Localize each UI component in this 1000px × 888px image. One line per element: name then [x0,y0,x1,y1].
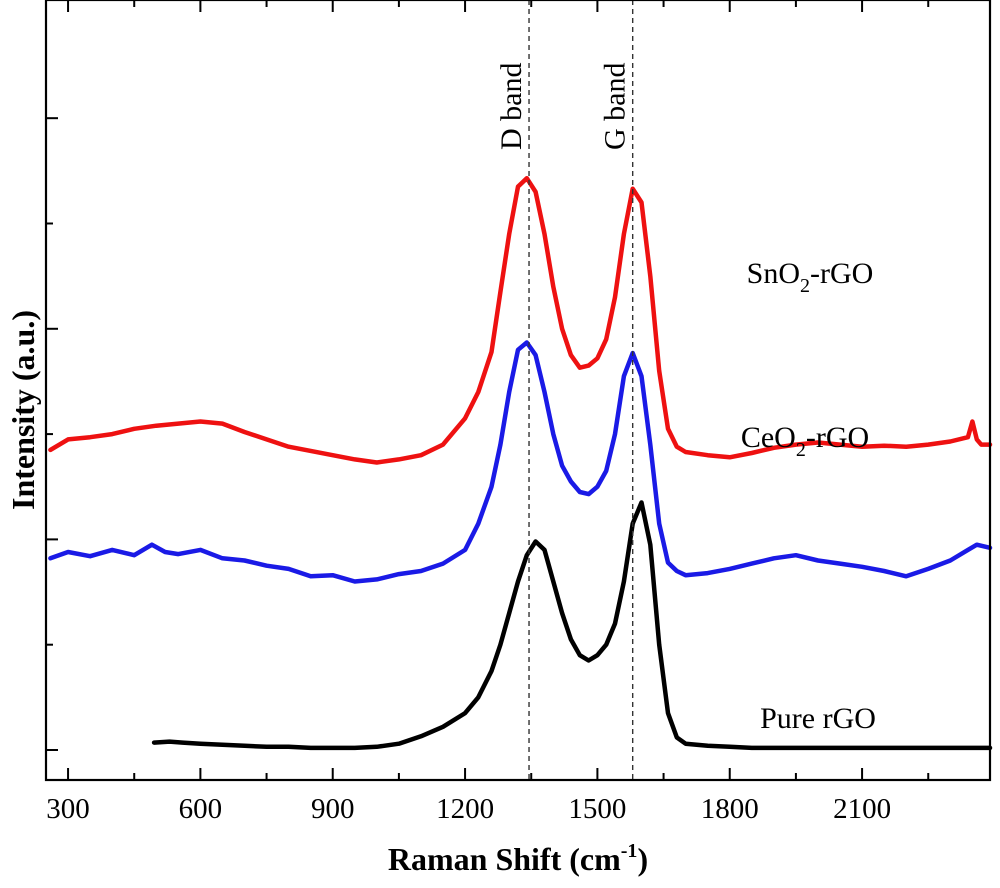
series-label-pure-rgo: Pure rGO [760,702,876,735]
x-tick-label: 1200 [436,793,494,825]
reference-label-g-band: G band [599,63,632,150]
reference-lines: D band G band [495,0,634,780]
y-axis-title: Intensity (a.u.) [5,310,41,510]
reference-label-d-band: D band [495,63,528,150]
x-tick-label: 1500 [568,793,626,825]
x-axis-title: Raman Shift (cm-1) [388,840,648,877]
axis-ticks: 300 600 900 1200 1500 1800 2100 [46,0,930,825]
x-tick-label: 900 [311,793,355,825]
series-labels: SnO2-rGO CeO2-rGO Pure rGO [741,257,876,735]
series-label-ceo2-rgo: CeO2-rGO [741,421,869,461]
series-line-sno2-rgo [48,175,993,465]
series-line-pure-rgo [151,500,993,751]
x-tick-label: 600 [179,793,223,825]
series-line-ceo2-rgo [48,340,993,584]
series-layer [48,175,993,751]
plot-frame [44,0,992,782]
x-tick-label: 2100 [833,793,891,825]
x-tick-label: 300 [46,793,90,825]
series-label-sno2-rgo: SnO2-rGO [747,257,874,297]
x-tick-label: 1800 [701,793,759,825]
